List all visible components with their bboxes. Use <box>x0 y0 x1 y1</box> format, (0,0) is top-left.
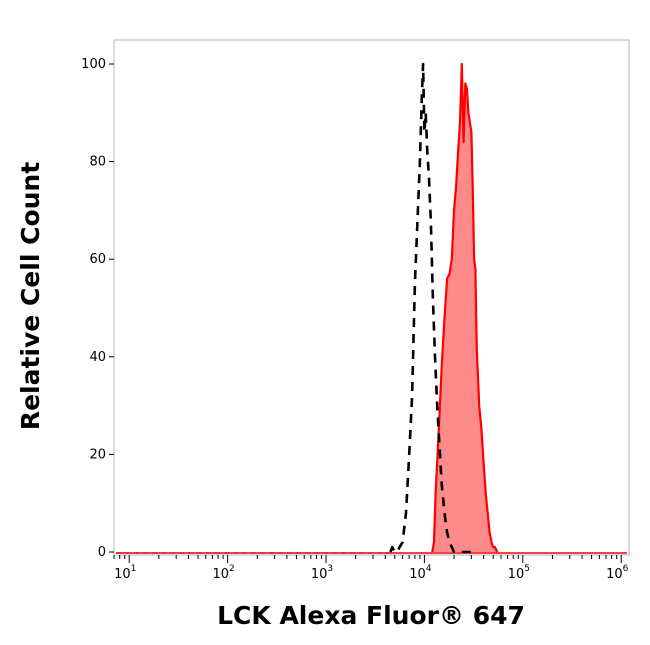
plot-frame <box>113 39 630 556</box>
series-line-black-dashed <box>389 62 472 554</box>
y-tick-label: 60 <box>89 252 106 267</box>
y-tick-label: 20 <box>89 447 106 462</box>
x-tick-label: 105 <box>508 564 530 582</box>
x-tick-label: 104 <box>409 564 432 582</box>
y-tick-label: 80 <box>89 155 106 170</box>
x-tick-label: 102 <box>212 564 234 582</box>
series-layer <box>116 62 627 554</box>
y-tick-label: 40 <box>89 350 106 365</box>
axis-layer: 0 20 40 60 80 100 101 102 103 104 105 106 <box>81 57 628 582</box>
x-tick-label: 103 <box>311 564 333 582</box>
x-axis-title: LCK Alexa Fluor® 647 <box>217 601 525 630</box>
x-tick-label: 106 <box>606 564 629 582</box>
y-axis-title: Relative Cell Count <box>16 162 45 430</box>
y-tick-label: 100 <box>81 57 106 72</box>
x-tick-label: 101 <box>114 564 136 582</box>
y-tick-label: 0 <box>98 545 106 560</box>
series-line-red <box>431 62 499 553</box>
